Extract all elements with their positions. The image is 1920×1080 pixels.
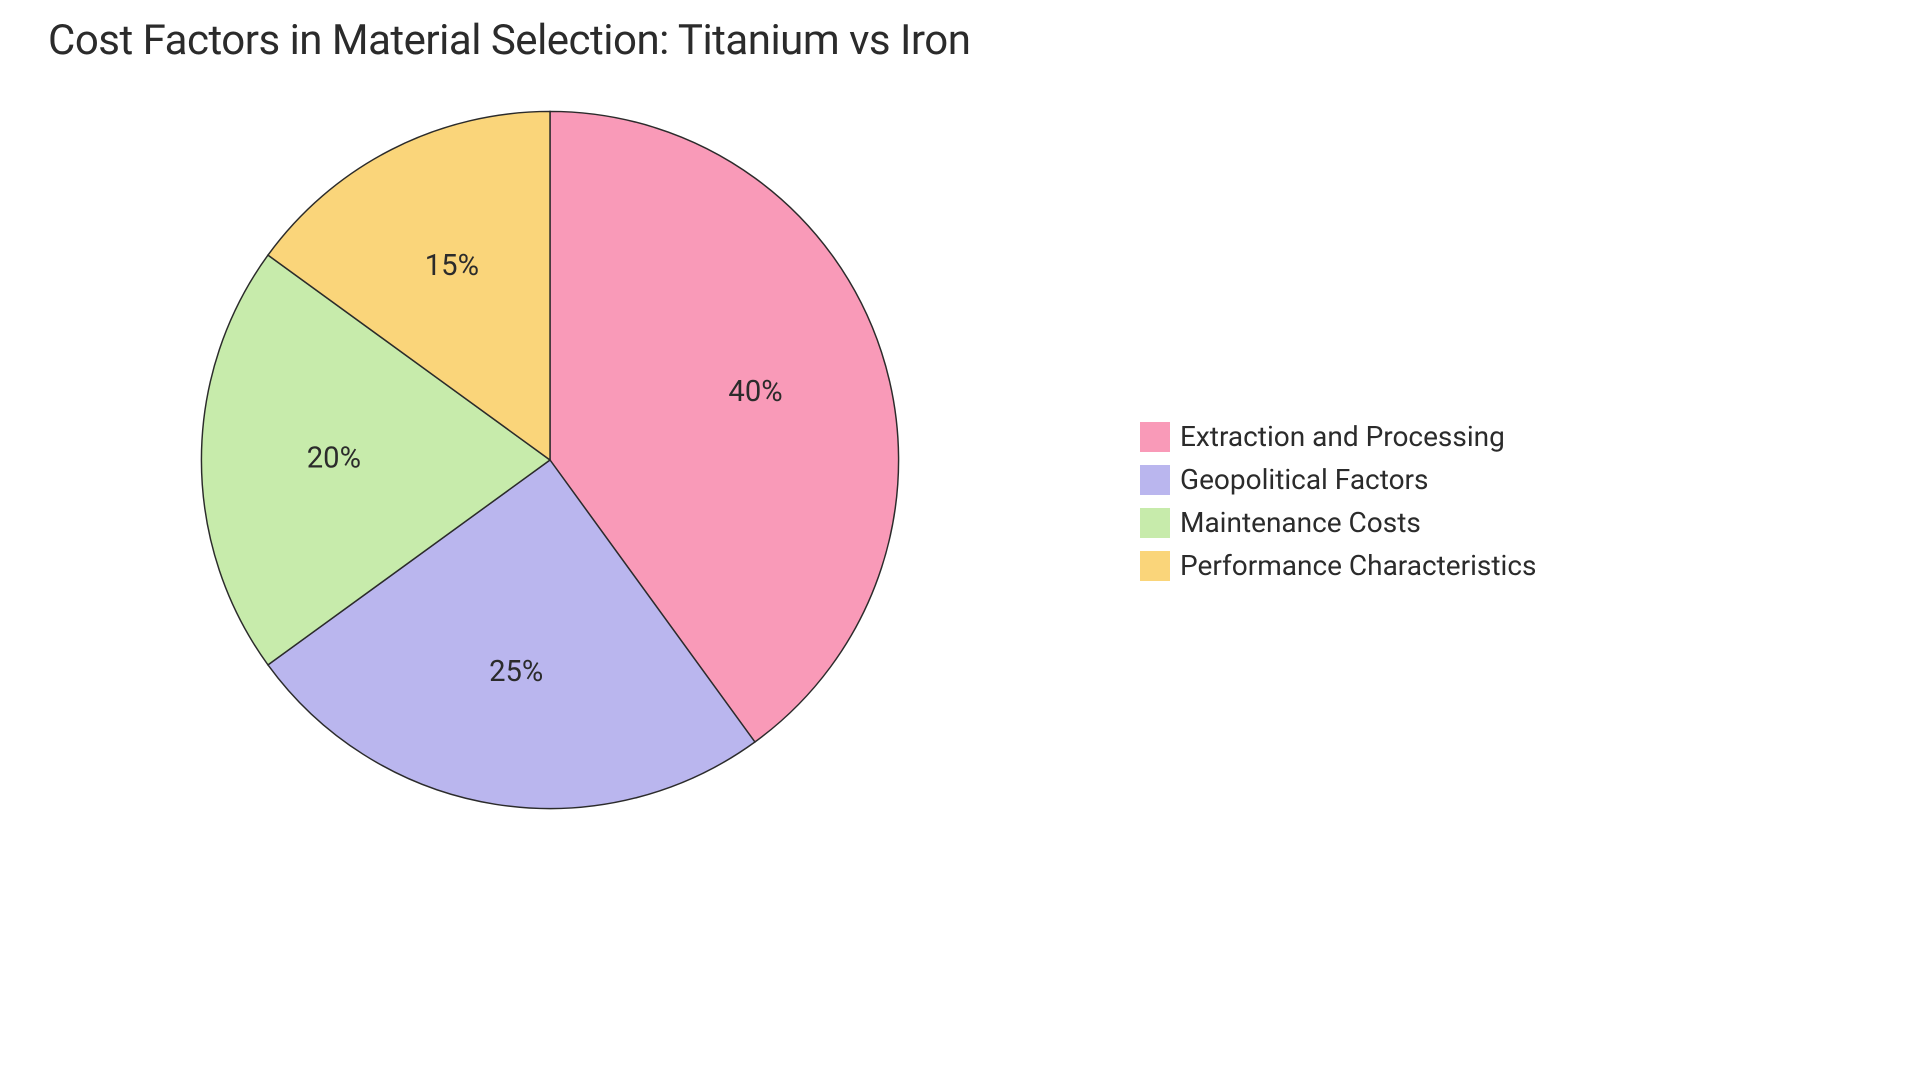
chart-title: Cost Factors in Material Selection: Tita… — [48, 16, 970, 65]
slice-percent-label: 25% — [489, 655, 543, 689]
pie-svg: 40% 25% 20% 15% — [180, 90, 920, 830]
slice-percent-label: 15% — [425, 249, 479, 283]
legend-swatch — [1140, 508, 1170, 538]
legend-label: Maintenance Costs — [1180, 506, 1421, 539]
legend: Extraction and Processing Geopolitical Fa… — [1140, 420, 1536, 582]
chart-container: Cost Factors in Material Selection: Tita… — [0, 0, 1920, 1080]
legend-label: Performance Characteristics — [1180, 549, 1536, 582]
legend-swatch — [1140, 422, 1170, 452]
slice-percent-label: 40% — [728, 375, 782, 409]
legend-item: Performance Characteristics — [1140, 549, 1536, 582]
slice-percent-label: 20% — [307, 442, 361, 476]
legend-item: Geopolitical Factors — [1140, 463, 1536, 496]
legend-swatch — [1140, 465, 1170, 495]
legend-swatch — [1140, 551, 1170, 581]
pie-chart: 40% 25% 20% 15% — [180, 90, 920, 830]
legend-label: Extraction and Processing — [1180, 420, 1505, 453]
legend-item: Maintenance Costs — [1140, 506, 1536, 539]
legend-item: Extraction and Processing — [1140, 420, 1536, 453]
legend-label: Geopolitical Factors — [1180, 463, 1429, 496]
